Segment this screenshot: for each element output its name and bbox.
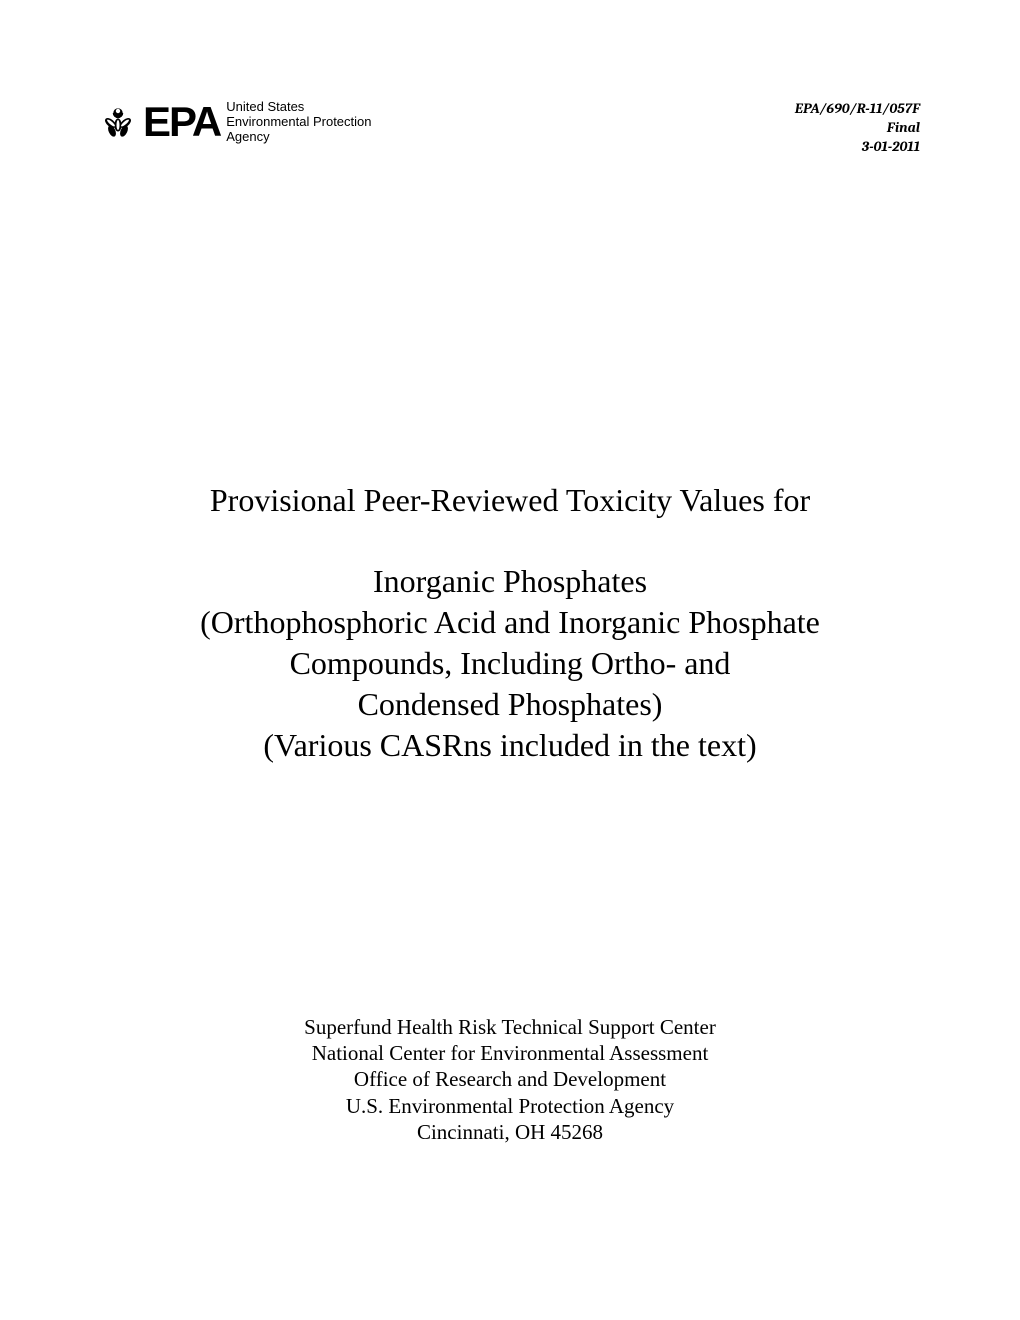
epa-logo-block: EPA United States Environmental Protecti… bbox=[100, 100, 372, 145]
agency-name: United States Environmental Protection A… bbox=[226, 100, 371, 145]
title-line: (Orthophosphoric Acid and Inorganic Phos… bbox=[100, 602, 920, 643]
footer-line: Superfund Health Risk Technical Support … bbox=[100, 1014, 920, 1040]
title-line: (Various CASRns included in the text) bbox=[100, 725, 920, 766]
footer-line: Office of Research and Development bbox=[100, 1066, 920, 1092]
doc-id-number: EPA/690/R-11/057F bbox=[795, 100, 920, 119]
footer-line: U.S. Environmental Protection Agency bbox=[100, 1093, 920, 1119]
epa-wordmark: EPA bbox=[143, 101, 220, 143]
doc-date: 3-01-2011 bbox=[795, 138, 920, 157]
agency-line: Agency bbox=[226, 130, 371, 145]
document-footer: Superfund Health Risk Technical Support … bbox=[100, 1014, 920, 1145]
document-page: EPA United States Environmental Protecti… bbox=[0, 0, 1020, 1320]
title-line: Compounds, Including Ortho- and bbox=[100, 643, 920, 684]
title-line: Provisional Peer-Reviewed Toxicity Value… bbox=[100, 480, 920, 521]
document-id-block: EPA/690/R-11/057F Final 3-01-2011 bbox=[795, 100, 920, 157]
agency-line: Environmental Protection bbox=[226, 115, 371, 130]
title-line: Condensed Phosphates) bbox=[100, 684, 920, 725]
title-line: Inorganic Phosphates bbox=[100, 561, 920, 602]
title-spacer bbox=[100, 521, 920, 561]
document-title: Provisional Peer-Reviewed Toxicity Value… bbox=[100, 480, 920, 766]
agency-line: United States bbox=[226, 100, 371, 115]
footer-line: Cincinnati, OH 45268 bbox=[100, 1119, 920, 1145]
epa-flower-icon bbox=[100, 104, 136, 140]
document-header: EPA United States Environmental Protecti… bbox=[100, 100, 920, 157]
doc-status: Final bbox=[795, 119, 920, 138]
footer-line: National Center for Environmental Assess… bbox=[100, 1040, 920, 1066]
